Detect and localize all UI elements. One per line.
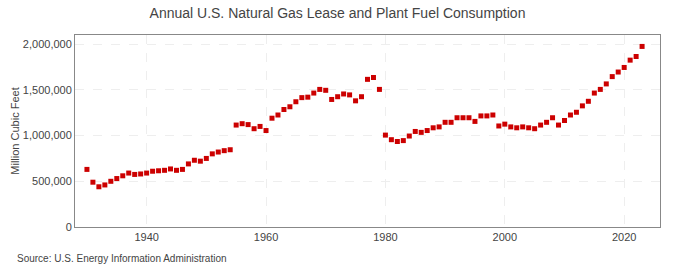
svg-text:2,000,000: 2,000,000	[23, 38, 72, 50]
svg-text:500,000: 500,000	[32, 175, 72, 187]
svg-text:1980: 1980	[373, 231, 397, 243]
svg-text:2000: 2000	[493, 231, 517, 243]
svg-text:1960: 1960	[254, 231, 278, 243]
svg-text:0: 0	[66, 221, 72, 233]
svg-text:Annual U.S. Natural Gas Lease: Annual U.S. Natural Gas Lease and Plant …	[150, 5, 526, 21]
svg-text:1,500,000: 1,500,000	[23, 84, 72, 96]
svg-text:Million Cubic Feet: Million Cubic Feet	[9, 87, 21, 174]
svg-text:1940: 1940	[134, 231, 158, 243]
svg-text:1,000,000: 1,000,000	[23, 129, 72, 141]
svg-text:Source: U.S. Energy Informatio: Source: U.S. Energy Information Administ…	[17, 253, 227, 264]
svg-text:2020: 2020	[612, 231, 636, 243]
